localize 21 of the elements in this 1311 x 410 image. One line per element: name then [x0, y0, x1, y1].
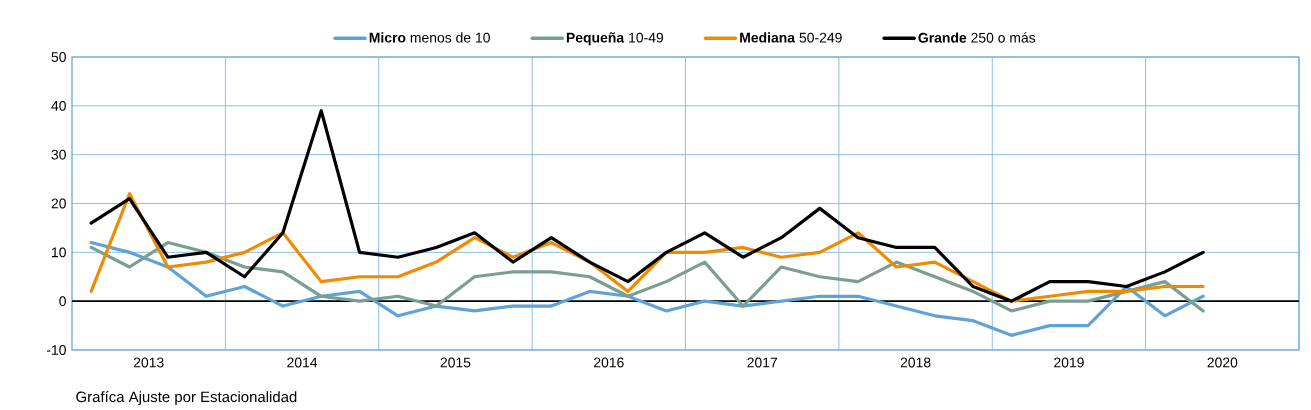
line-series [89, 240, 1205, 313]
y-tick-label: -10 [46, 345, 66, 355]
legend-label: Pequeña 10-49 [566, 32, 664, 46]
legend-label: Mediana 50-249 [740, 32, 842, 43]
text: Grafíca Ajuste por Estacionalidad [76, 391, 297, 406]
y-tick-label: 20 [51, 198, 66, 209]
x-tick-label: 2017 [747, 357, 778, 368]
x-tick-label: 2019 [1054, 357, 1084, 368]
y-tick-label: 0 [59, 296, 66, 307]
y-tick-label: 10 [52, 247, 66, 258]
legend-label: Grande 250 o más [918, 32, 1036, 43]
x-tick-label: 2016 [594, 357, 624, 368]
y-tick-label: 30 [51, 149, 66, 160]
x-tick-label: 2015 [440, 357, 471, 368]
legend-label: Micro menos de 10 [369, 32, 490, 43]
x-tick-label: 2013 [133, 357, 164, 368]
x-tick-label: 2018 [900, 357, 931, 368]
x-tick-label: 2014 [287, 357, 318, 368]
y-tick-label: 50 [51, 52, 66, 62]
y-tick-label: 40 [51, 100, 66, 111]
x-tick-label: 2020 [1207, 357, 1238, 368]
